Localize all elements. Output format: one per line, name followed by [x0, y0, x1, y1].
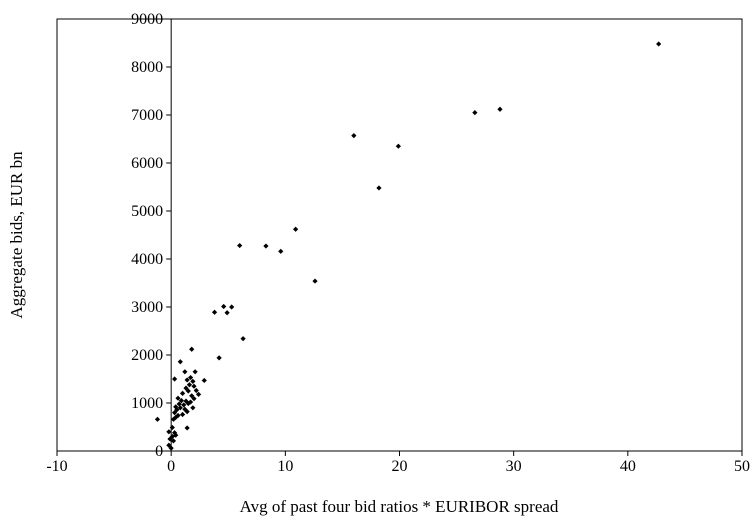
data-points [154, 41, 662, 451]
data-point [166, 429, 172, 435]
data-point [278, 248, 284, 254]
data-point [189, 346, 195, 352]
data-point [221, 303, 227, 310]
y-tick-label: 7000 [131, 107, 163, 124]
data-point [240, 336, 246, 342]
data-point [229, 304, 235, 310]
data-point [173, 404, 179, 410]
data-point [193, 387, 199, 394]
y-tick-label: 4000 [131, 251, 163, 268]
data-point [656, 41, 662, 47]
data-point [177, 405, 183, 411]
x-tick-label: -10 [46, 458, 67, 475]
data-point [174, 407, 180, 413]
data-point [185, 388, 191, 394]
data-point [184, 425, 190, 431]
data-point [176, 401, 182, 407]
data-point [173, 414, 179, 420]
data-point [171, 376, 178, 382]
data-point [211, 309, 218, 315]
y-tick-label: 5000 [131, 203, 163, 220]
data-point [376, 185, 382, 191]
data-point [184, 409, 190, 415]
data-point [167, 436, 173, 442]
data-point [497, 106, 503, 112]
x-axis-title: Avg of past four bid ratios * EURIBOR sp… [240, 497, 559, 516]
data-point [182, 369, 188, 375]
data-point [189, 393, 195, 399]
data-point [177, 359, 183, 365]
data-point [183, 398, 189, 404]
x-tick-label: 30 [506, 458, 522, 475]
data-point [190, 405, 196, 411]
data-point [195, 391, 202, 397]
data-point [216, 355, 222, 361]
x-tick-label: 10 [277, 458, 293, 475]
data-point [175, 395, 181, 401]
data-point [224, 310, 230, 316]
data-point [185, 400, 191, 407]
data-point [168, 445, 174, 451]
data-point [179, 411, 186, 418]
data-point [190, 378, 196, 384]
x-tick-label: 20 [392, 458, 408, 475]
data-point [201, 377, 207, 384]
y-axis: 0 1000 2000 3000 4000 5000 6000 7000 8000 9000 [131, 11, 172, 460]
y-tick-label: 8000 [131, 59, 163, 76]
x-tick-label: 50 [734, 458, 750, 475]
data-point [191, 396, 197, 402]
y-tick-label: 6000 [131, 155, 163, 172]
y-tick-label: 2000 [131, 347, 163, 364]
y-tick-label: 0 [155, 443, 163, 460]
data-point [237, 242, 243, 249]
data-point [191, 383, 197, 389]
y-tick-label: 9000 [131, 11, 163, 28]
x-tick-label: 0 [167, 458, 175, 475]
data-point [154, 416, 161, 422]
data-point [178, 398, 185, 404]
data-point [169, 434, 175, 440]
data-point [170, 416, 177, 422]
data-point [182, 406, 188, 412]
data-point [312, 278, 318, 284]
plot-area [56, 18, 743, 452]
data-point [184, 377, 190, 383]
data-point [472, 110, 478, 116]
x-tick-label: 40 [620, 458, 636, 475]
data-point [293, 226, 299, 232]
data-point [181, 402, 187, 408]
y-axis-title: Aggregate bids, EUR bn [7, 151, 26, 319]
data-point [187, 399, 194, 405]
data-point [263, 243, 269, 249]
y-tick-label: 3000 [131, 299, 163, 316]
data-point [179, 390, 186, 396]
data-point [166, 442, 172, 448]
data-point [173, 432, 179, 438]
y-tick-label: 1000 [131, 395, 163, 412]
plot-frame [56, 18, 743, 452]
data-point [170, 438, 177, 444]
data-point [171, 410, 178, 416]
data-point [351, 133, 357, 139]
data-point [192, 369, 198, 375]
x-axis: -10 0 10 20 30 40 50 [46, 451, 750, 475]
data-point [395, 143, 401, 149]
data-point [169, 424, 175, 431]
data-point [186, 382, 193, 388]
data-point [187, 374, 194, 381]
